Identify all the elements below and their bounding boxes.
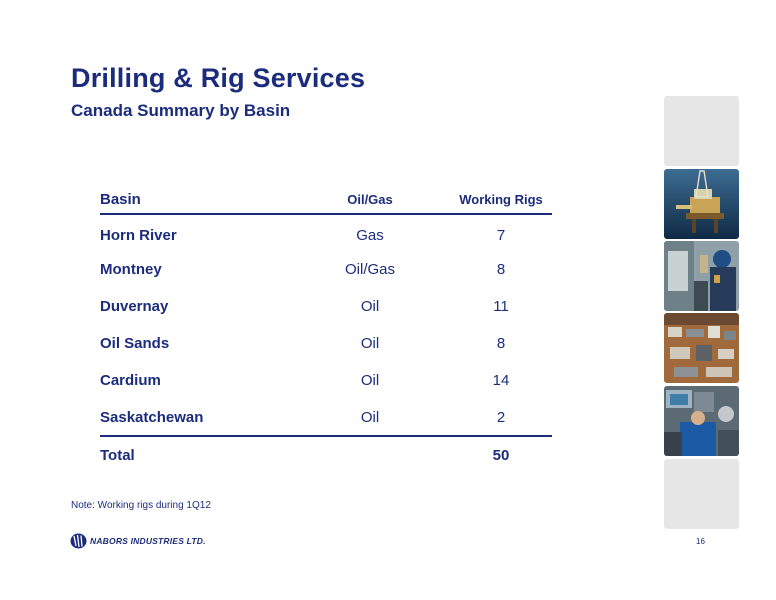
control-room-photo [664,386,739,456]
basin-rigs: 7 [496,226,506,244]
table-row: Saskatchewan Oil 2 [100,399,552,436]
basin-name: Oil Sands [100,335,170,352]
column-header-basin: Basin [100,190,141,208]
column-header-working-rigs: Working Rigs [459,191,543,207]
table-row: Duvernay Oil 11 [100,288,552,325]
page-title: Drilling & Rig Services [71,63,366,93]
table-row: Oil Sands Oil 8 [100,325,552,362]
total-type-empty [290,436,450,474]
rig-worker-photo [664,241,739,311]
page-subtitle: Canada Summary by Basin [71,101,291,120]
basin-rigs: 8 [496,261,506,278]
offshore-rig-photo [664,169,739,239]
basin-name: Saskatchewan [100,408,204,426]
basin-rigs: 14 [492,372,510,389]
basin-type: Oil [360,335,380,352]
table-header-row: Basin Oil/Gas Working Rigs [100,185,552,214]
basin-type: Oil [360,298,380,315]
basin-name: Horn River [100,226,177,244]
basin-rigs: 8 [496,335,506,352]
basin-type: Oil [360,372,380,389]
blank-panel-top [664,96,739,166]
basin-name: Montney [100,261,162,278]
basin-type: Oil/Gas [344,261,395,278]
page-number: 16 [696,537,705,546]
table-row: Montney Oil/Gas 8 [100,251,552,288]
basin-rigs: 2 [496,408,506,426]
blank-panel-bottom [664,459,739,529]
table-row: Horn River Gas 7 [100,214,552,251]
column-header-oil-gas: Oil/Gas [347,191,393,207]
nabors-logo-icon [70,533,87,549]
total-row: Total 50 [100,436,552,474]
table-row: Cardium Oil 14 [100,362,552,399]
total-rigs: 50 [492,447,510,464]
basin-name: Duvernay [100,298,169,315]
logo-text: NABORS INDUSTRIES LTD. [90,536,206,546]
basin-summary-table: Basin Oil/Gas Working Rigs Horn River Ga… [100,185,552,474]
company-logo: NABORS INDUSTRIES LTD. [70,533,206,549]
rig-site-aerial-photo [664,313,739,383]
basin-rigs: 11 [493,298,509,315]
total-label: Total [100,447,135,464]
basin-type: Oil [360,408,380,426]
footnote: Note: Working rigs during 1Q12 [71,500,211,511]
basin-type: Gas [356,226,384,244]
basin-name: Cardium [100,372,161,389]
